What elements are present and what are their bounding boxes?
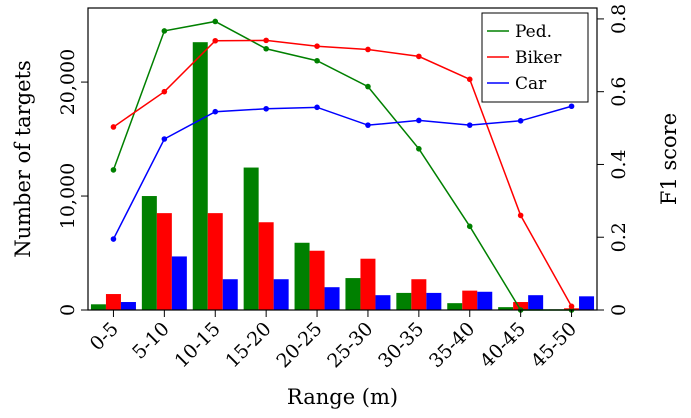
bar-car-5-10 [171,256,187,310]
y2-tick-label: 0.2 [608,222,630,252]
bar-ped-30-35 [396,292,412,310]
point-biker-10-15 [212,37,219,44]
y2-axis-title: F1 score [657,113,681,205]
point-car-25-30 [365,122,371,128]
bar-car-20-25 [324,287,340,310]
point-car-45-50 [568,103,575,110]
y-tick-label: 20,000 [57,49,79,115]
point-car-40-45 [517,117,524,124]
bar-biker-35-40 [462,290,478,310]
line-car [112,105,572,240]
bar-biker-30-35 [411,279,427,310]
point-car-30-35 [416,117,422,124]
y-tick-label: 0 [57,304,79,316]
bar-car-25-30 [375,295,391,310]
point-ped-35-40 [466,223,473,230]
bar-car-0-5 [120,302,136,310]
point-ped-0-5 [110,167,117,173]
bars-layer [90,42,595,310]
x-tick-label: 10-15 [170,318,224,372]
point-biker-25-30 [365,46,371,53]
point-car-20-25 [314,104,320,111]
bar-car-40-45 [528,295,544,310]
point-ped-10-15 [212,18,219,25]
point-ped-25-30 [365,83,371,90]
point-ped-30-35 [416,146,422,152]
point-ped-20-25 [314,57,320,64]
bar-ped-20-25 [294,242,310,310]
point-biker-40-45 [517,212,524,219]
y2-tick-label: 0.8 [608,4,630,34]
bar-car-15-20 [273,279,289,310]
legend-label-car: Car [515,74,547,94]
line-ped [112,20,572,311]
point-biker-0-5 [110,124,117,130]
y-axis-title: Number of targets [11,60,35,258]
bar-biker-10-15 [207,213,223,310]
point-car-0-5 [110,236,117,242]
bar-ped-40-45 [498,307,514,310]
point-car-5-10 [161,136,168,142]
point-ped-5-10 [161,28,168,34]
x-tick-label: 25-30 [323,318,377,372]
bar-biker-5-10 [156,213,172,310]
x-tick-label: 35-40 [425,318,479,372]
point-car-10-15 [212,108,219,115]
x-axis-title: Range (m) [287,385,398,409]
bar-biker-20-25 [309,250,325,310]
y2-tick-label: 0.6 [608,77,630,107]
bar-ped-15-20 [243,167,259,310]
point-biker-5-10 [161,88,168,95]
x-tick-label: 45-50 [527,318,581,372]
bar-car-35-40 [477,291,493,310]
bar-ped-10-15 [192,42,208,310]
bar-biker-0-5 [105,294,121,310]
plot-frame [87,7,598,311]
x-tick-label: 20-25 [272,318,326,372]
bar-biker-15-20 [258,222,274,310]
lines-layer [110,18,575,313]
bar-biker-25-30 [360,258,376,310]
bar-ped-5-10 [141,196,157,310]
point-car-35-40 [466,122,473,128]
legend-label-biker: Biker [515,48,562,68]
legend: Ped. Biker Car [481,12,589,103]
bar-ped-35-40 [447,303,463,310]
point-biker-15-20 [263,37,269,44]
point-biker-30-35 [416,53,422,60]
bar-car-30-35 [426,292,442,310]
x-tick-label: 0-5 [86,318,123,355]
bar-car-10-15 [222,279,238,310]
x-tick-label: 15-20 [221,318,275,372]
bar-car-45-50 [579,296,595,310]
bar-ped-25-30 [345,278,361,310]
y2-tick-label: 0 [608,304,630,316]
point-biker-35-40 [466,76,473,83]
point-biker-20-25 [314,43,320,50]
x-tick-label: 5-10 [128,318,174,364]
legend-label-ped: Ped. [515,22,552,42]
bar-biker-40-45 [513,302,529,310]
point-biker-45-50 [568,303,575,310]
y-tick-label: 10,000 [57,163,79,229]
point-car-15-20 [263,105,269,112]
x-tick-label: 30-35 [374,318,428,372]
bar-ped-0-5 [90,304,106,310]
point-ped-15-20 [263,45,269,52]
x-tick-label: 40-45 [476,318,530,372]
y2-tick-label: 0.4 [608,149,630,179]
line-biker [113,39,573,307]
